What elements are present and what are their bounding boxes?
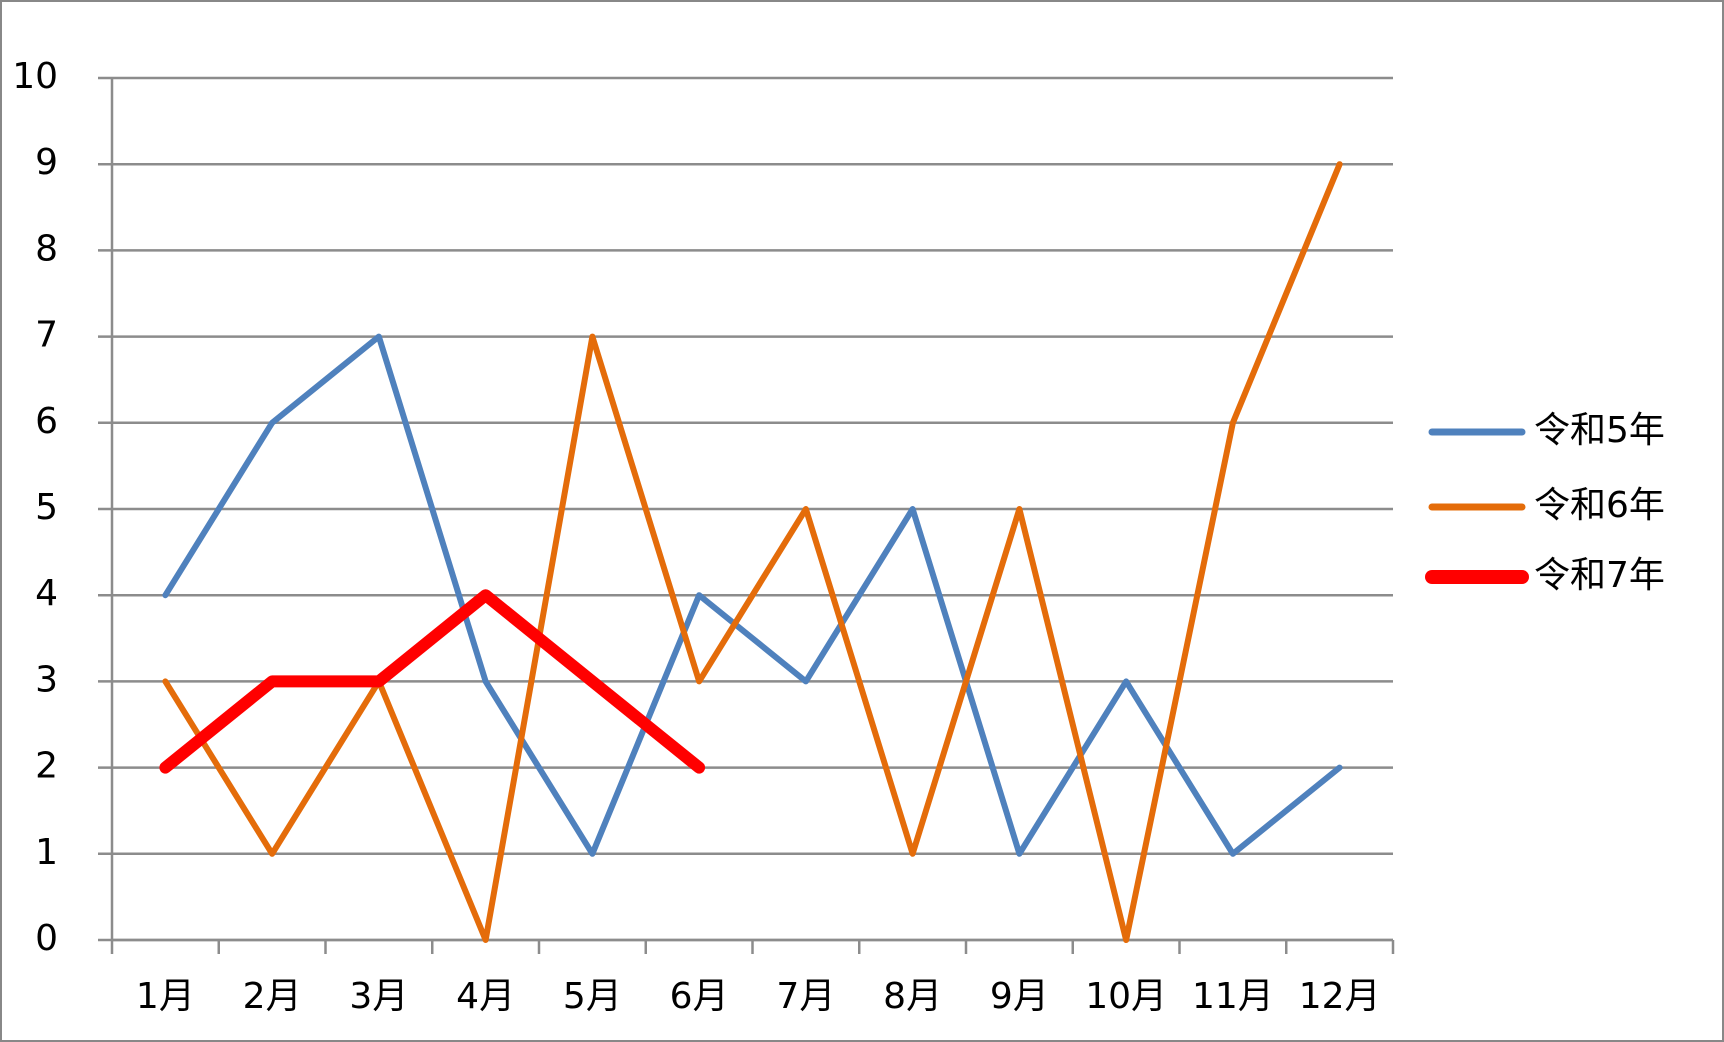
y-tick-label: 1 xyxy=(35,832,58,873)
series-line xyxy=(162,161,1343,943)
y-tick-label: 2 xyxy=(35,746,58,787)
x-tick-label: 11月 xyxy=(1192,976,1274,1017)
x-tick-label: 5月 xyxy=(563,976,622,1017)
x-tick-label: 9月 xyxy=(990,976,1049,1017)
y-tick-label: 3 xyxy=(35,659,58,700)
x-tick-label: 10月 xyxy=(1085,976,1167,1017)
x-tick-label: 7月 xyxy=(776,976,835,1017)
x-tick-label: 6月 xyxy=(670,976,729,1017)
x-tick-label: 1月 xyxy=(136,976,195,1017)
y-tick-label: 0 xyxy=(35,918,58,959)
y-tick-label: 10 xyxy=(12,56,58,97)
y-tick-label: 5 xyxy=(35,487,58,528)
x-tick-label: 12月 xyxy=(1299,976,1381,1017)
y-tick-label: 9 xyxy=(35,142,58,183)
x-tick-label: 4月 xyxy=(456,976,515,1017)
series-line xyxy=(162,333,1343,857)
legend-label: 令和7年 xyxy=(1534,555,1665,596)
y-tick-label: 7 xyxy=(35,315,58,356)
y-tick-label: 8 xyxy=(35,228,58,269)
series-line xyxy=(159,589,706,774)
x-tick-label: 3月 xyxy=(349,976,408,1017)
x-tick-label: 8月 xyxy=(883,976,942,1017)
x-tick-label: 2月 xyxy=(243,976,302,1017)
legend-label: 令和6年 xyxy=(1534,485,1665,526)
y-tick-label: 6 xyxy=(35,401,58,442)
legend-label: 令和5年 xyxy=(1534,410,1665,451)
y-tick-label: 4 xyxy=(35,573,58,614)
